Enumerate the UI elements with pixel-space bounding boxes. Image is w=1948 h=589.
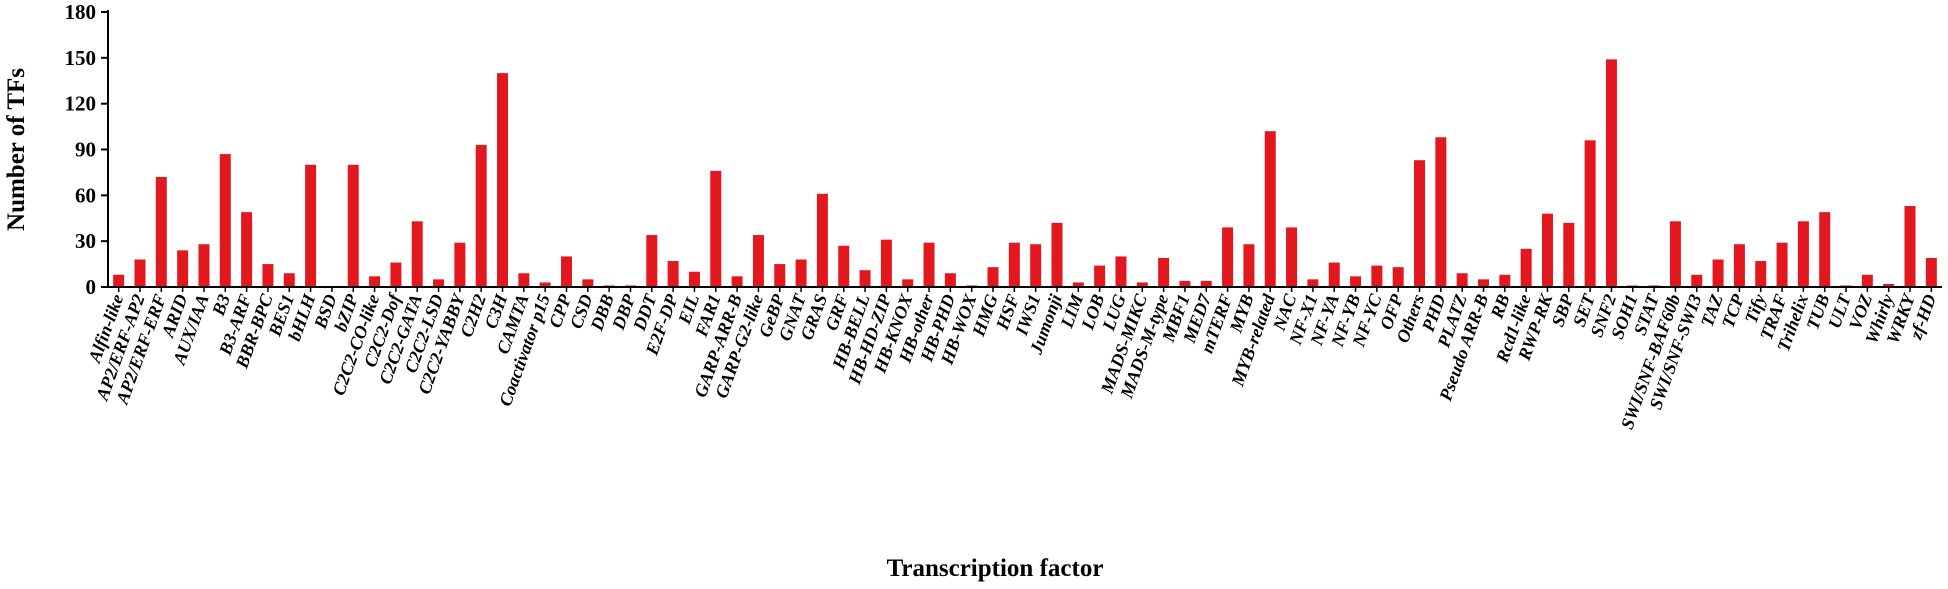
- bar-c2c2-yabby: [454, 242, 466, 287]
- bar-csd: [582, 279, 594, 287]
- bar-bes1: [283, 273, 295, 287]
- bar-set: [1584, 140, 1596, 287]
- bar-hb-hd-zip: [880, 239, 892, 287]
- bar-mads-mikc: [1136, 282, 1148, 287]
- bar-b3-arf: [241, 212, 253, 287]
- y-tick-label-180: 180: [65, 0, 97, 24]
- bar-bhlh: [305, 164, 317, 287]
- bar-lob: [1094, 265, 1106, 287]
- bar-hsf: [1008, 242, 1020, 287]
- bar-rwp-rk: [1541, 213, 1553, 287]
- y-tick-label-150: 150: [65, 46, 97, 70]
- bar-iws1: [1030, 244, 1042, 287]
- bar-alfin-like: [113, 274, 125, 287]
- y-tick-label-60: 60: [75, 183, 96, 207]
- bar-bzip: [347, 164, 359, 287]
- bar-whirly: [1883, 283, 1895, 287]
- bar-ofp: [1392, 267, 1404, 287]
- labels-layer: Alfin-likeAP2/ERF-AP2AP2/ERF-ERFARIDAUX/…: [65, 0, 1941, 432]
- bar-c2c2-dof: [390, 262, 402, 287]
- bar-garp-g2-like: [752, 235, 764, 287]
- bar-platz: [1456, 273, 1468, 287]
- bar-sbp: [1563, 222, 1575, 287]
- bar-nf-yc: [1371, 265, 1383, 287]
- bar-phd: [1435, 137, 1447, 287]
- bar-hb-knox: [902, 279, 914, 287]
- bar-gnat: [795, 259, 807, 287]
- bar-rcd1-like: [1520, 248, 1532, 287]
- bar-nac: [1286, 227, 1298, 287]
- bar-swi-snf-swi3: [1691, 274, 1703, 287]
- bar-far1: [710, 170, 722, 287]
- bar-hb-phd: [944, 273, 956, 287]
- bar-nf-x1: [1307, 279, 1319, 287]
- bar-cpp: [561, 256, 572, 287]
- bar-aux-iaa: [198, 244, 210, 287]
- x-axis-title: Transcription factor: [887, 555, 1104, 582]
- bar-rb: [1499, 274, 1511, 287]
- bar-pseudo-arr-b: [1478, 279, 1489, 287]
- bar-nf-ya: [1328, 262, 1340, 287]
- bar-camta: [518, 273, 530, 287]
- bar-c3h: [497, 73, 509, 287]
- bar-coactivator-p15: [539, 282, 551, 287]
- bar-taz: [1712, 259, 1724, 287]
- y-axis-title: Number of TFs: [3, 68, 30, 231]
- bar-tcp: [1733, 244, 1745, 287]
- bar-grf: [838, 245, 850, 287]
- bar-swi-snf-baf60b: [1669, 221, 1681, 287]
- bar-med7: [1200, 280, 1212, 287]
- bar-garp-arr-b: [731, 276, 743, 287]
- y-tick-label-120: 120: [65, 92, 97, 116]
- bar-mbf1: [1179, 280, 1191, 287]
- bar-c2c2-lsd: [433, 279, 445, 287]
- y-tick-label-90: 90: [75, 138, 96, 162]
- bar-hmg: [987, 267, 999, 287]
- bar-eil: [688, 271, 700, 287]
- bar-mterf: [1222, 227, 1234, 287]
- axes-layer: [101, 10, 1942, 292]
- y-tick-label-30: 30: [75, 229, 96, 253]
- bar-ap2-erf-ap2: [134, 259, 146, 287]
- bar-c2h2: [475, 144, 487, 287]
- bar-tify: [1755, 261, 1767, 287]
- bar-arid: [177, 250, 189, 287]
- bar-traf: [1776, 242, 1788, 287]
- bar-tub: [1819, 212, 1831, 287]
- bar-others: [1414, 160, 1426, 287]
- bar-gras: [816, 193, 828, 287]
- bar-ddt: [646, 235, 658, 287]
- bar-nf-yb: [1350, 276, 1362, 287]
- bar-jumonji: [1051, 222, 1063, 287]
- bar-snf2: [1605, 59, 1617, 287]
- bar-c2c2-gata: [411, 221, 423, 287]
- bar-bbr-bpc: [262, 264, 274, 287]
- bar-lim: [1072, 282, 1084, 287]
- bar-voz: [1861, 274, 1873, 287]
- bar-wrky: [1904, 206, 1916, 287]
- bar-mads-m-type: [1158, 257, 1170, 287]
- bar-hb-other: [923, 242, 935, 287]
- y-tick-label-0: 0: [86, 275, 97, 299]
- bar-c2c2-co-like: [369, 276, 381, 287]
- bar-myb-related: [1264, 131, 1276, 287]
- bar-hb-bell: [859, 270, 871, 287]
- bar-lug: [1115, 256, 1127, 287]
- bar-gebp: [774, 264, 786, 287]
- bar-zf-hd: [1925, 257, 1937, 287]
- bar-myb: [1243, 244, 1255, 287]
- bar-ap2-erf-erf: [155, 177, 167, 287]
- bar-trihelix: [1797, 221, 1809, 287]
- bars-layer: [113, 59, 1937, 287]
- bar-e2f-dp: [667, 261, 679, 287]
- bar-b3: [219, 154, 231, 287]
